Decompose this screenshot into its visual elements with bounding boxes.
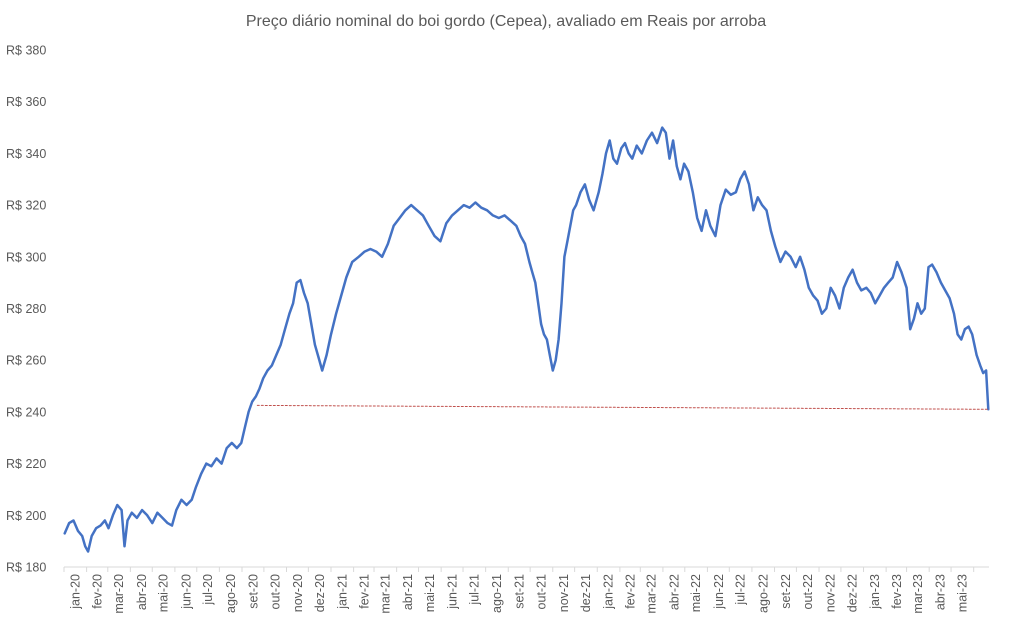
x-tick-label: nov-21 (557, 574, 571, 612)
x-tick-label: mai-21 (423, 574, 437, 612)
y-tick-label: R$ 380 (6, 44, 46, 58)
y-axis: R$ 180 R$ 200 R$ 220 R$ 240 R$ 260 R$ 280 R$ 3… (6, 44, 46, 575)
x-tick-label: mai-22 (689, 574, 703, 612)
x-tick-label: abr-22 (667, 574, 681, 610)
x-tick-label: jan-22 (602, 574, 616, 610)
x-tick-label: fev-23 (890, 574, 904, 609)
x-tick-label: nov-22 (823, 574, 837, 612)
x-tick-label: fev-22 (624, 574, 638, 609)
y-tick-label: R$ 320 (6, 199, 46, 213)
x-tick-label: out-22 (801, 574, 815, 609)
x-tick-label: jun-21 (446, 574, 460, 610)
price-line (63, 126, 990, 553)
x-axis: jan-20 fev-20 mar-20 abr-20 mai-20 jun-20 jul-… (63, 566, 989, 614)
x-tick-label: jul-20 (201, 574, 215, 606)
y-tick-label: R$ 280 (6, 302, 46, 316)
x-tick-label: mar-22 (645, 574, 659, 614)
y-tick-label: R$ 180 (6, 561, 46, 575)
plot-area (63, 126, 990, 553)
reference-line (256, 404, 989, 410)
x-tick-label: mai-23 (956, 574, 970, 612)
x-tick-label: mai-20 (157, 574, 171, 612)
x-tick-label: ago-20 (224, 574, 238, 613)
y-tick-label: R$ 340 (6, 147, 46, 161)
y-tick-label: R$ 300 (6, 250, 46, 264)
x-tick-label: abr-20 (135, 574, 149, 610)
y-tick-label: R$ 220 (6, 457, 46, 471)
x-tick-label: dez-22 (845, 574, 859, 612)
x-tick-label: ago-21 (490, 574, 504, 613)
x-tick-label: jun-20 (179, 574, 193, 610)
x-tick-label: jan-20 (68, 574, 82, 610)
x-tick-label: mar-21 (378, 574, 392, 614)
x-tick-label: abr-21 (401, 574, 415, 610)
x-tick-label: jun-22 (712, 574, 726, 610)
x-tick-label: fev-21 (357, 574, 371, 609)
x-tick-label: fev-20 (90, 574, 104, 609)
y-tick-label: R$ 260 (6, 354, 46, 368)
x-tick-label: jan-23 (868, 574, 882, 610)
chart-title: Preço diário nominal do boi gordo (Cepea… (246, 13, 766, 30)
x-tick-label: set-21 (513, 574, 527, 609)
x-tick-label: out-21 (535, 574, 549, 609)
y-tick-label: R$ 240 (6, 405, 46, 419)
x-tick-label: nov-20 (291, 574, 305, 612)
y-tick-label: R$ 360 (6, 95, 46, 109)
x-tick-label: jan-21 (335, 574, 349, 610)
x-tick-label: set-22 (779, 574, 793, 609)
x-tick-label: mar-23 (911, 574, 925, 614)
x-tick-label: dez-20 (313, 574, 327, 612)
x-tick-label: set-20 (246, 574, 260, 609)
y-tick-label: R$ 200 (6, 509, 46, 523)
x-tick-label: abr-23 (934, 574, 948, 610)
x-tick-label: jul-22 (734, 574, 748, 606)
x-tick-label: jul-21 (467, 574, 481, 606)
x-tick-label: dez-21 (579, 574, 593, 612)
x-tick-label: ago-22 (756, 574, 770, 613)
x-tick-label: mar-20 (112, 574, 126, 614)
x-tick-label: out-20 (268, 574, 282, 609)
